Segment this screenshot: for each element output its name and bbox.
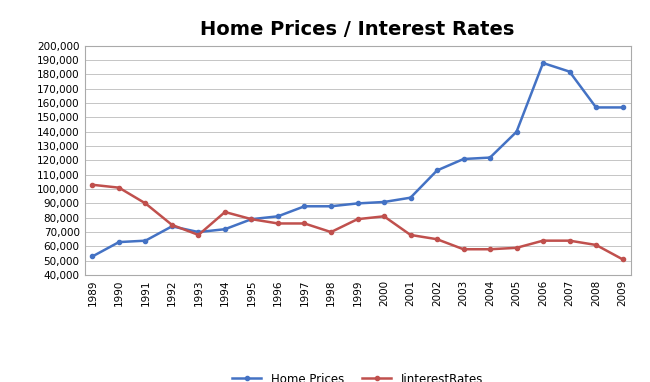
Home Prices: [486, 155, 494, 160]
Home Prices: [142, 238, 150, 243]
Home Prices: [407, 195, 415, 200]
IinterestRates: [354, 217, 361, 222]
Title: Home Prices / Interest Rates: Home Prices / Interest Rates: [200, 20, 515, 39]
Home Prices: [88, 254, 96, 259]
Home Prices: [221, 227, 229, 231]
IinterestRates: [168, 223, 176, 227]
Home Prices: [433, 168, 441, 173]
Home Prices: [380, 200, 388, 204]
Home Prices: [300, 204, 308, 209]
Home Prices: [592, 105, 600, 110]
Home Prices: [115, 240, 123, 244]
IinterestRates: [592, 243, 600, 247]
Home Prices: [513, 129, 521, 134]
Home Prices: [248, 217, 255, 222]
Home Prices: [354, 201, 361, 206]
IinterestRates: [486, 247, 494, 251]
IinterestRates: [194, 233, 202, 237]
Home Prices: [460, 157, 467, 161]
Home Prices: [168, 224, 176, 228]
Line: IinterestRates: IinterestRates: [90, 183, 625, 261]
IinterestRates: [407, 233, 415, 237]
IinterestRates: [327, 230, 335, 234]
Home Prices: [539, 61, 547, 65]
IinterestRates: [460, 247, 467, 251]
IinterestRates: [142, 201, 150, 206]
Home Prices: [327, 204, 335, 209]
IinterestRates: [300, 221, 308, 226]
IinterestRates: [88, 183, 96, 187]
Home Prices: [194, 230, 202, 234]
IinterestRates: [619, 257, 627, 262]
Home Prices: [566, 69, 573, 74]
Legend: Home Prices, IinterestRates: Home Prices, IinterestRates: [227, 368, 488, 382]
Home Prices: [274, 214, 282, 219]
IinterestRates: [274, 221, 282, 226]
IinterestRates: [433, 237, 441, 241]
Home Prices: [619, 105, 627, 110]
IinterestRates: [115, 185, 123, 190]
IinterestRates: [566, 238, 573, 243]
IinterestRates: [380, 214, 388, 219]
IinterestRates: [248, 217, 255, 222]
Line: Home Prices: Home Prices: [90, 61, 625, 259]
IinterestRates: [539, 238, 547, 243]
IinterestRates: [513, 246, 521, 250]
IinterestRates: [221, 210, 229, 214]
